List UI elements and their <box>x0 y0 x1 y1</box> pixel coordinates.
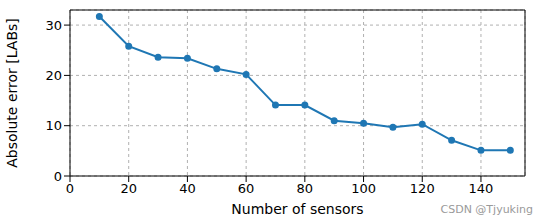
svg-text:60: 60 <box>238 181 255 196</box>
svg-text:120: 120 <box>410 181 435 196</box>
svg-text:40: 40 <box>179 181 196 196</box>
svg-text:Absolute error [LABs]: Absolute error [LABs] <box>8 18 20 168</box>
svg-text:30: 30 <box>45 18 62 33</box>
svg-text:100: 100 <box>351 181 376 196</box>
svg-text:140: 140 <box>469 181 494 196</box>
svg-text:0: 0 <box>54 169 62 184</box>
svg-text:10: 10 <box>45 118 62 133</box>
svg-text:20: 20 <box>45 68 62 83</box>
svg-text:80: 80 <box>297 181 314 196</box>
svg-text:Number of sensors: Number of sensors <box>231 201 363 217</box>
svg-text:0: 0 <box>66 181 74 196</box>
html-text:CSDN @Tjyuking: CSDN @Tjyuking <box>440 203 533 216</box>
svg-text:20: 20 <box>120 181 137 196</box>
